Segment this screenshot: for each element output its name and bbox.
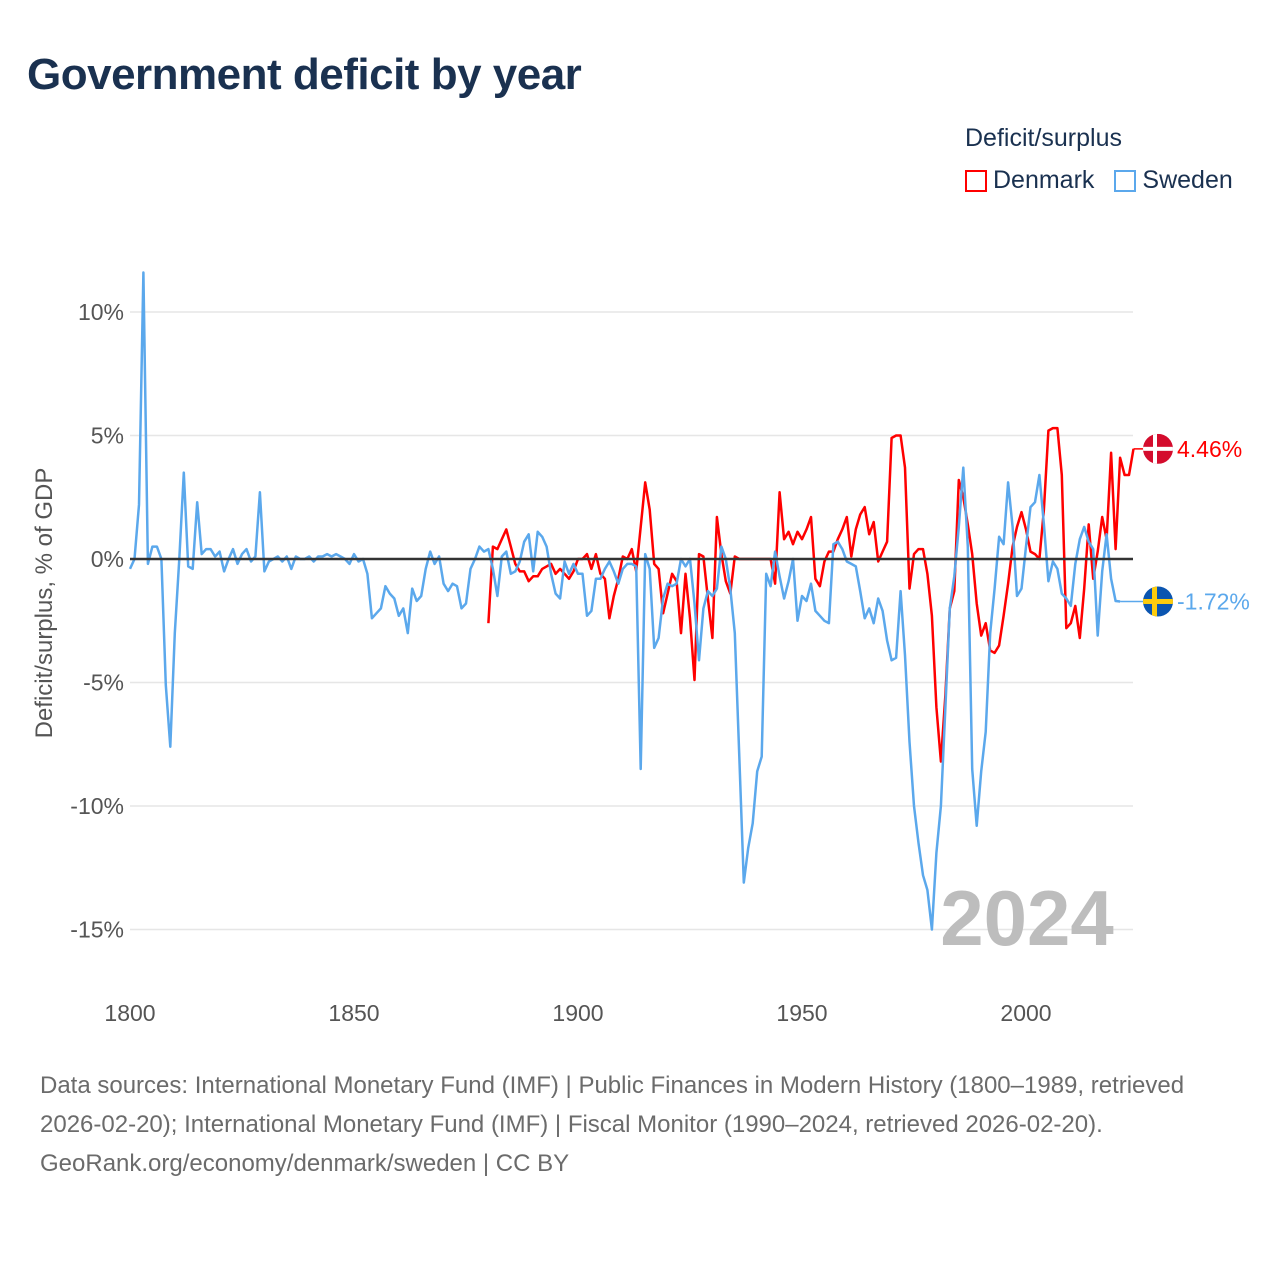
legend-label-denmark: Denmark — [993, 166, 1095, 194]
year-watermark: 2024 — [940, 874, 1114, 962]
flag-body — [1143, 433, 1173, 464]
denmark-flag-icon — [1143, 433, 1173, 464]
y-tick-label: 10% — [78, 299, 124, 325]
x-tick-label: 1800 — [104, 1000, 155, 1026]
legend-item-denmark[interactable]: Denmark — [965, 166, 1094, 195]
end-value-label-sweden: -1.72% — [1177, 588, 1250, 614]
legend-swatch-denmark — [965, 169, 987, 192]
series-line-sweden — [128, 271, 1121, 931]
series-line-denmark — [487, 426, 1135, 763]
legend-label-sweden: Sweden — [1142, 166, 1233, 194]
legend-title: Deficit/surplus — [965, 124, 1122, 152]
x-tick-label: 1950 — [776, 1000, 827, 1026]
end-value-label-denmark: 4.46% — [1177, 436, 1242, 462]
flag-cross-h — [1143, 598, 1173, 604]
x-tick-label: 2000 — [1000, 1000, 1051, 1026]
y-tick-label: -15% — [70, 917, 124, 943]
flag-body — [1143, 586, 1173, 617]
page-title: Government deficit by year — [27, 50, 582, 99]
y-tick-label: 5% — [91, 423, 124, 449]
x-tick-label: 1850 — [328, 1000, 379, 1026]
footer: Data sources: International Monetary Fun… — [40, 1066, 1240, 1183]
legend-item-sweden[interactable]: Sweden — [1114, 166, 1233, 195]
y-tick-label: 0% — [91, 546, 124, 572]
legend-swatch-sweden — [1114, 169, 1137, 192]
flag-cross-h — [1143, 446, 1173, 451]
y-tick-label: -5% — [83, 670, 124, 696]
y-axis-label: Deficit/surplus, % of GDP — [31, 468, 58, 739]
data-sources: Data sources: International Monetary Fun… — [40, 1072, 1185, 1138]
sweden-flag-icon — [1143, 586, 1173, 617]
y-tick-label: -10% — [70, 793, 124, 819]
credit-link[interactable]: GeoRank.org/economy/denmark/sweden | CC … — [40, 1150, 570, 1177]
x-tick-label: 1900 — [552, 1000, 603, 1026]
legend: Denmark Sweden — [965, 166, 1233, 195]
